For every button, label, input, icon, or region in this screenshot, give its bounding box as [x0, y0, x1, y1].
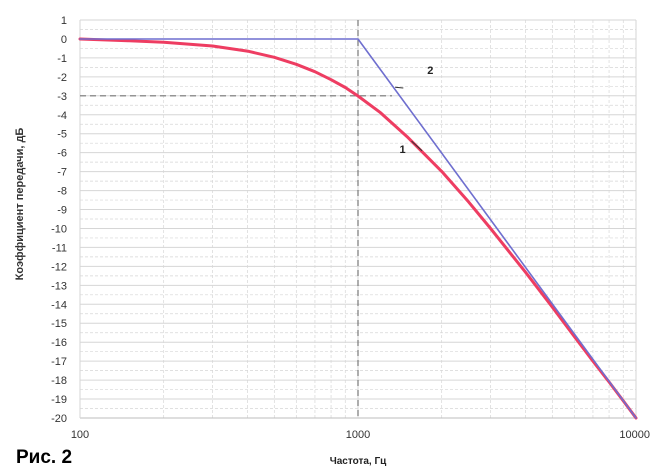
- y-tick-label: -20: [51, 413, 67, 425]
- y-tick-label: -4: [57, 110, 67, 122]
- y-tick-label: 1: [61, 15, 67, 27]
- x-axis-title: Частота, Гц: [330, 456, 387, 466]
- curve-label-1: 1: [399, 144, 405, 156]
- y-tick-label: -19: [51, 394, 67, 406]
- curve-label-2: 2: [427, 65, 433, 77]
- y-tick-label: -7: [57, 167, 67, 179]
- series-line-2: [79, 38, 637, 419]
- y-tick-label: -9: [57, 205, 67, 217]
- curve-leader-lines: [395, 86, 423, 152]
- y-tick-label: -13: [51, 280, 67, 292]
- y-tick-label: -5: [57, 129, 67, 141]
- y-tick-label: -6: [57, 148, 67, 160]
- y-tick-label: -8: [57, 186, 67, 198]
- y-tick-label: -3: [57, 91, 67, 103]
- series-lines: [78, 37, 638, 420]
- tick-labels: 1 0 -1 -2 -3 -4 -5 -6 -7 -8 -9 -10 -11 -12 -13 -14 -15 -1…: [51, 15, 650, 441]
- y-tick-label: -10: [51, 223, 67, 235]
- curve-labels: 12: [399, 65, 433, 156]
- y-tick-label: -15: [51, 318, 67, 330]
- y-tick-label: -12: [51, 261, 67, 273]
- series-line-1: [78, 37, 638, 420]
- x-tick-label: 1000: [346, 429, 370, 441]
- figure-caption: Рис. 2: [16, 447, 72, 466]
- y-tick-label: -14: [51, 299, 67, 311]
- y-tick-label: -17: [51, 356, 67, 368]
- minus-3db-guide-lines: [80, 20, 392, 418]
- y-tick-label: -18: [51, 375, 67, 387]
- y-tick-label: -16: [51, 337, 67, 349]
- x-tick-label: 100: [71, 429, 89, 441]
- leader-line-2: [395, 86, 404, 89]
- y-tick-label: -11: [52, 242, 67, 254]
- y-tick-label: 0: [61, 34, 67, 46]
- y-tick-label: -2: [57, 72, 67, 84]
- y-axis-title: Коэффициент передачи, дБ: [14, 128, 26, 281]
- x-tick-label: 10000: [619, 429, 650, 441]
- leader-line-1: [411, 140, 423, 152]
- y-tick-label: -1: [57, 53, 67, 65]
